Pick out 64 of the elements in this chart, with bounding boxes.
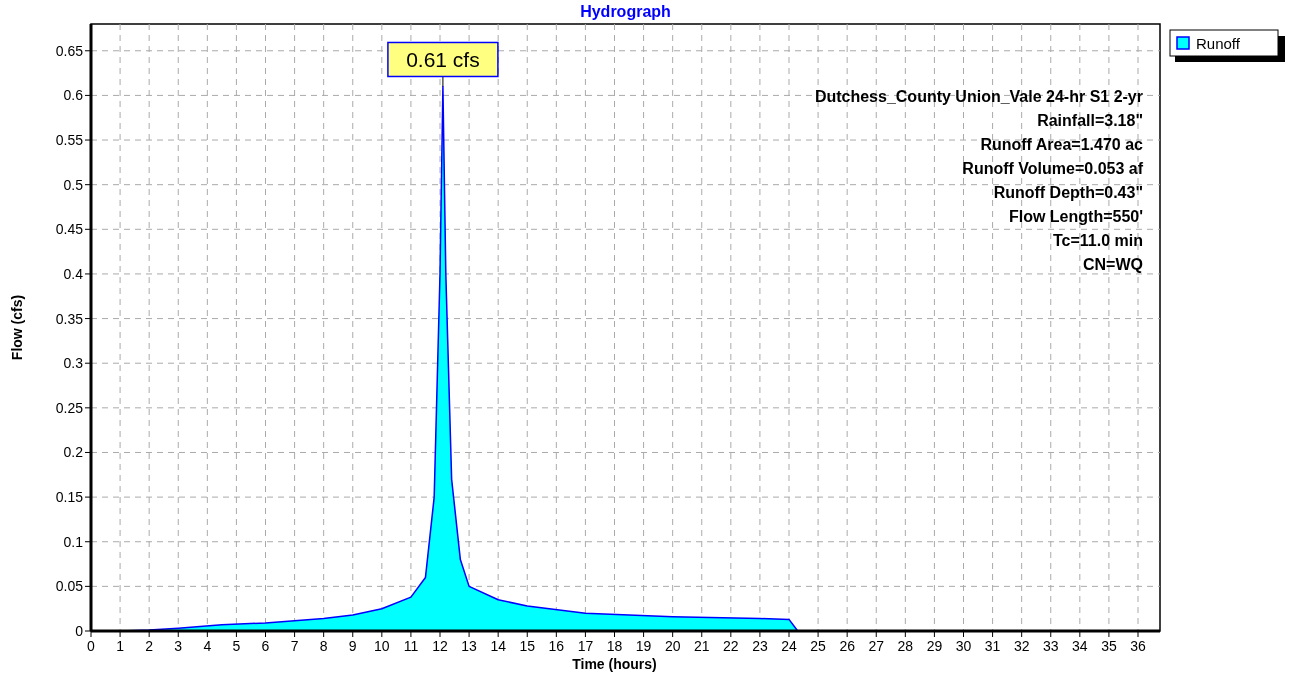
x-tick-label: 12	[432, 638, 448, 654]
y-tick-label: 0.35	[55, 310, 84, 327]
x-axis-title: Time (hours)	[572, 656, 657, 672]
annotation: CN=WQ	[1083, 256, 1143, 273]
y-tick-label: 0.2	[63, 444, 84, 461]
x-tick-label: 9	[348, 638, 357, 654]
x-tick-label: 2	[145, 638, 154, 654]
x-tick-label: 30	[955, 638, 972, 654]
y-axis-title: Flow (cfs)	[9, 294, 25, 361]
y-tick-label: 0.45	[55, 221, 84, 238]
y-tick-label: 0.05	[55, 578, 84, 595]
annotation: Runoff Area=1.470 ac	[980, 136, 1144, 153]
x-tick-label: 34	[1072, 638, 1088, 654]
legend-label: Runoff	[1196, 35, 1241, 52]
x-tick-label: 10	[374, 638, 390, 654]
x-tick-label: 15	[519, 638, 536, 654]
x-tick-label: 0	[87, 638, 96, 654]
y-tick-label: 0.3	[63, 355, 84, 372]
x-tick-label: 23	[752, 638, 768, 654]
annotation: Rainfall=3.18"	[1037, 112, 1143, 129]
x-tick-label: 25	[810, 638, 827, 654]
x-tick-label: 8	[319, 638, 328, 654]
x-tick-label: 36	[1130, 638, 1146, 654]
y-tick-label: 0.15	[55, 489, 84, 506]
x-tick-label: 3	[174, 638, 183, 654]
y-tick-label: 0.4	[63, 265, 84, 282]
y-tick-label: 0.25	[55, 399, 84, 416]
annotation: 0.61 cfs	[406, 48, 480, 72]
x-tick-label: 31	[984, 638, 1001, 654]
x-tick-label: 18	[606, 638, 623, 654]
x-tick-label: 17	[577, 638, 594, 654]
x-tick-label: 32	[1013, 638, 1030, 654]
x-tick-label: 5	[232, 638, 241, 654]
x-tick-label: 29	[926, 638, 943, 654]
x-tick-label: 33	[1042, 638, 1059, 654]
annotation: Runoff Depth=0.43"	[993, 184, 1143, 201]
x-tick-label: 24	[781, 638, 797, 654]
annotation: Runoff Volume=0.053 af	[962, 160, 1144, 177]
y-tick-label: 0.65	[55, 42, 84, 59]
y-tick-label: 0	[75, 623, 84, 639]
x-tick-label: 20	[664, 638, 681, 654]
x-tick-label: 11	[403, 638, 419, 654]
y-tick-label: 0.1	[63, 533, 84, 550]
annotation: Dutchess_County Union_Vale 24-hr S1 2-yr	[814, 88, 1143, 105]
chart-title: Hydrograph	[580, 3, 671, 20]
y-tick-label: 0.55	[55, 132, 84, 149]
x-tick-label: 26	[839, 638, 856, 654]
x-tick-label: 22	[723, 638, 739, 654]
x-tick-label: 13	[461, 638, 478, 654]
y-tick-label: 0.6	[63, 87, 84, 104]
x-tick-label: 27	[868, 638, 885, 654]
x-tick-label: 21	[693, 638, 710, 654]
y-tick-label: 0.5	[63, 176, 84, 193]
annotation: Tc=11.0 min	[1053, 232, 1143, 249]
x-tick-label: 4	[203, 638, 212, 654]
x-tick-label: 19	[635, 638, 652, 654]
annotation: Flow Length=550'	[1008, 208, 1143, 225]
x-tick-label: 14	[490, 638, 507, 654]
x-tick-label: 7	[290, 638, 299, 654]
x-tick-label: 6	[261, 638, 270, 654]
x-tick-label: 1	[116, 638, 125, 654]
x-tick-label: 16	[548, 638, 565, 654]
x-tick-label: 28	[897, 638, 914, 654]
x-tick-label: 35	[1101, 638, 1117, 654]
